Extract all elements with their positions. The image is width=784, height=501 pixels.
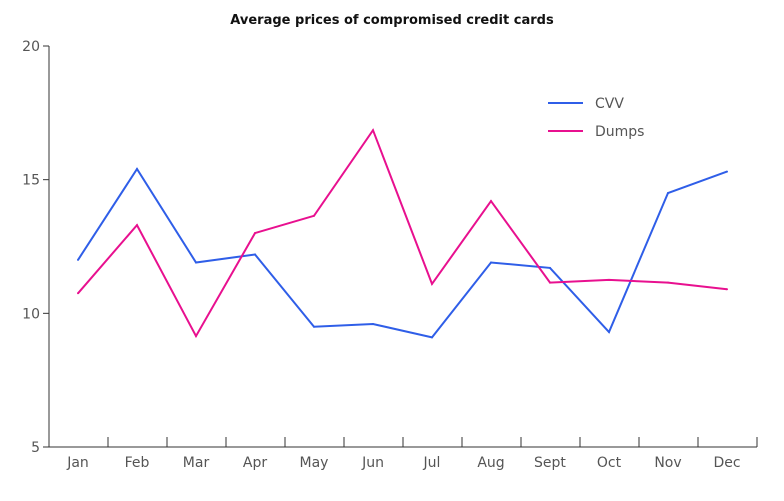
data-point-dumps [667,281,669,284]
chart-title: Average prices of compromised credit car… [230,13,554,28]
data-point-cvv [608,331,610,334]
series-line-cvv [77,167,728,339]
data-point-cvv [195,261,197,264]
data-point-cvv [726,170,728,173]
y-tick-label: 15 [22,173,40,189]
x-tick-label: Sept [534,455,566,471]
data-point-cvv [372,323,374,326]
data-point-cvv [549,266,551,269]
data-point-cvv [431,336,433,339]
data-point-dumps [431,282,433,285]
data-point-dumps [490,200,492,203]
x-ticks: Jan Feb Mar Apr May Jun Jul Aug Sept Oct Nov Dec [66,437,758,471]
x-tick-label: Mar [183,455,210,471]
data-point-dumps [195,335,197,338]
x-tick-label: Jan [66,455,89,471]
data-point-cvv [490,261,492,264]
data-point-dumps [313,214,315,217]
x-tick-label: Jul [423,455,441,471]
x-tick-label: Jun [361,455,384,471]
data-point-dumps [254,232,256,235]
x-tick-label: Apr [243,455,267,471]
series-layer [77,128,728,339]
legend-label-dumps: Dumps [595,124,644,140]
x-tick-label: Feb [125,455,150,471]
y-tick-label: 10 [22,306,40,322]
data-point-dumps [136,224,138,227]
legend-label-cvv: CVV [595,96,624,112]
x-tick-label: Dec [713,455,740,471]
x-tick-label: Nov [654,455,681,471]
y-tick-label: 20 [22,39,40,55]
x-tick-label: Oct [597,455,622,471]
x-tick-label: Aug [477,455,504,471]
data-point-dumps [726,288,728,291]
legend: CVV Dumps [548,96,644,140]
data-point-dumps [372,129,374,132]
data-point-cvv [313,325,315,328]
data-point-dumps [549,281,551,284]
data-point-cvv [667,192,669,195]
data-point-cvv [77,258,79,261]
data-point-cvv [254,253,256,256]
data-point-cvv [136,167,138,170]
data-point-dumps [77,292,79,295]
series-line-dumps [77,128,728,339]
data-point-dumps [608,278,610,281]
y-tick-label: 5 [31,440,40,456]
y-ticks: 5 10 15 20 [22,39,49,456]
x-tick-label: May [300,455,329,471]
